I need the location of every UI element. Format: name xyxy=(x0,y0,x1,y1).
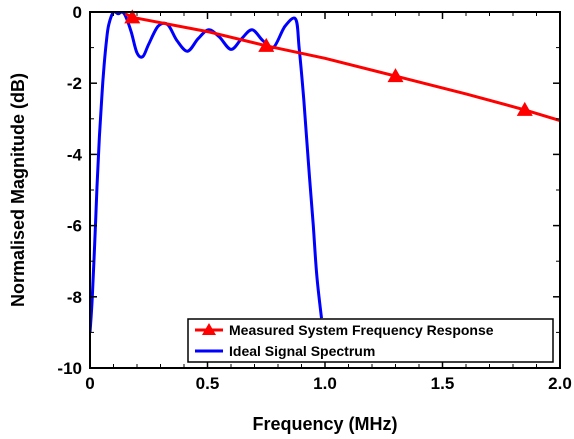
series-line-1 xyxy=(90,12,323,333)
measured-marker xyxy=(516,101,533,116)
y-tick-label: -6 xyxy=(67,217,82,236)
y-tick-label: 0 xyxy=(73,3,82,22)
legend: Measured System Frequency Response Ideal… xyxy=(187,318,554,363)
measured-marker xyxy=(258,37,275,52)
y-tick-label: -4 xyxy=(67,145,83,164)
legend-label-ideal: Ideal Signal Spectrum xyxy=(229,343,375,359)
plot-frame xyxy=(89,11,561,369)
legend-box xyxy=(187,318,554,363)
x-tick-label: 1.5 xyxy=(431,374,455,393)
measured-marker xyxy=(387,68,404,83)
x-tick-label: 2.0 xyxy=(548,374,572,393)
x-tick-label: 0.5 xyxy=(196,374,220,393)
y-axis-title: Normalised Magnitude (dB) xyxy=(8,73,28,307)
legend-label-measured: Measured System Frequency Response xyxy=(229,322,494,338)
x-axis-title: Frequency (MHz) xyxy=(252,414,397,434)
marker-layer xyxy=(124,9,533,116)
x-tick-label: 1.0 xyxy=(313,374,337,393)
series-line-0 xyxy=(124,12,560,123)
series-layer xyxy=(90,12,560,333)
y-tick-label: -10 xyxy=(57,359,82,378)
y-tick-label: -8 xyxy=(67,288,82,307)
y-tick-label: -2 xyxy=(67,74,82,93)
tick-layer: 0 0.5 1.0 1.5 2.0 0 -2 -4 -6 -8 -10 xyxy=(57,3,571,393)
x-tick-label: 0 xyxy=(85,374,94,393)
measured-marker xyxy=(124,9,141,24)
legend-marker-triangle xyxy=(202,323,216,335)
